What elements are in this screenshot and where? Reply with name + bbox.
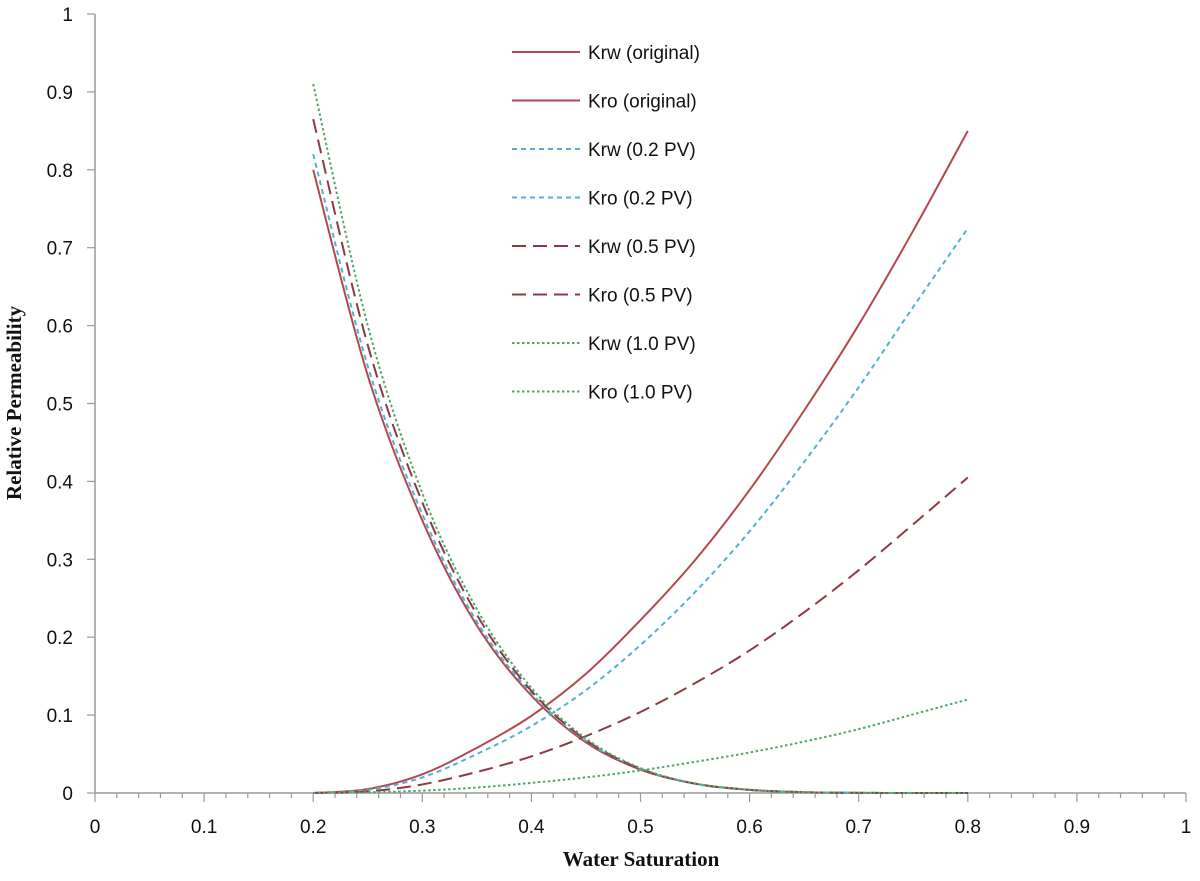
series-line-krw-0-2-pv [313,227,969,794]
y-axis-title: Relative Permeability [2,305,26,500]
x-tick-label: 0.7 [845,817,871,838]
y-tick-label: 0.5 [47,395,73,416]
legend-label-kro-1-0-pv: Kro (1.0 PV) [588,383,693,404]
y-tick-label: 0.2 [47,628,73,649]
y-tick-label: 0.4 [47,472,74,493]
series-line-kro-original [312,169,968,795]
series-line-kro-1-0-pv [312,83,968,795]
series-line-krw-original [313,130,969,794]
x-tick-label: 1 [1181,817,1192,838]
x-tick-label: 0.2 [300,817,326,838]
legend-label-krw-0-2-pv: Krw (0.2 PV) [588,140,696,161]
series-line-krw-0-5-pv [313,476,969,794]
x-tick-label: 0.6 [736,817,762,838]
y-tick-label: 1 [62,5,73,26]
series-line-kro-0-5-pv [312,118,968,795]
y-tick-label: 0.7 [47,239,73,260]
x-axis-title: Water Saturation [563,847,720,871]
legend-label-kro-original: Kro (original) [588,92,697,113]
y-tick-label: 0 [62,784,73,805]
legend-label-krw-original: Krw (original) [588,43,700,64]
legend-label-kro-0-5-pv: Kro (0.5 PV) [588,286,693,307]
x-tick-label: 0.1 [191,817,217,838]
legend-label-krw-1-0-pv: Krw (1.0 PV) [588,334,696,355]
x-tick-label: 0.9 [1064,817,1090,838]
x-tick-label: 0.4 [518,817,545,838]
legend-label-krw-0-5-pv: Krw (0.5 PV) [588,237,696,258]
legend: Krw (original) Kro (original) Krw (0.2 PV)… [512,43,700,404]
y-tick-label: 0.9 [47,83,73,104]
x-tick-label: 0.8 [955,817,981,838]
x-tick-label: 0 [90,817,101,838]
series-line-krw-1-0-pv [313,698,969,794]
x-tick-label: 0.3 [409,817,435,838]
y-tick-label: 0.1 [47,706,73,727]
y-tick-label: 0.3 [47,550,73,571]
x-tick-label: 0.5 [627,817,653,838]
y-tick-label: 0.8 [47,161,73,182]
y-tick-label: 0.6 [47,317,73,338]
series-layer [312,83,969,795]
legend-label-kro-0-2-pv: Kro (0.2 PV) [588,189,693,210]
axes: 0 0.1 0.2 0.3 0.4 0.5 0.6 0.7 0.8 0.9 1 0 0.1 0.2 0.3 0… [47,5,1192,838]
